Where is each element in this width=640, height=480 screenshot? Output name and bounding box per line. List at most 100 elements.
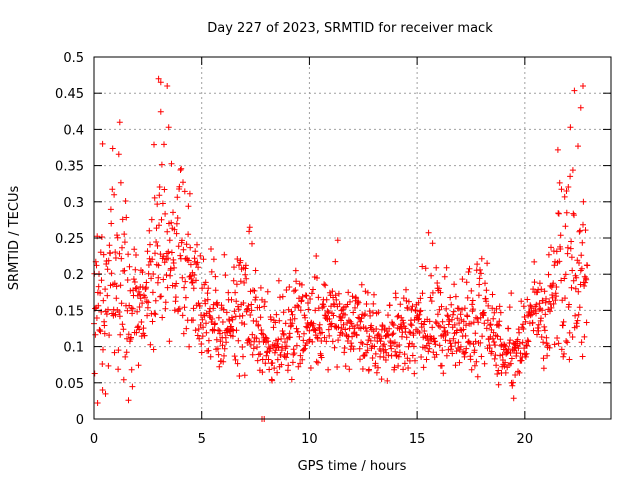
data-point <box>441 273 448 280</box>
data-point <box>389 331 396 338</box>
data-point <box>466 340 473 347</box>
data-point <box>506 304 513 311</box>
data-point <box>553 248 560 255</box>
data-point <box>555 210 562 217</box>
data-point <box>573 323 580 330</box>
data-point <box>161 259 168 266</box>
data-point <box>429 324 436 331</box>
data-point <box>113 283 120 290</box>
data-point <box>116 250 123 257</box>
data-point <box>175 306 182 313</box>
data-point <box>250 345 257 352</box>
data-point <box>558 277 565 284</box>
data-point <box>95 302 102 309</box>
data-point <box>477 266 483 273</box>
data-point <box>265 356 272 363</box>
data-point <box>384 377 391 384</box>
data-point <box>406 357 413 364</box>
data-point <box>533 310 539 317</box>
data-point <box>202 279 209 286</box>
data-point <box>566 329 573 336</box>
data-point <box>486 345 493 351</box>
data-point <box>150 346 157 353</box>
data-point <box>574 317 581 324</box>
data-point <box>111 191 118 198</box>
data-point <box>361 312 367 319</box>
data-point <box>445 313 451 320</box>
data-point <box>159 200 166 207</box>
data-point <box>402 325 409 332</box>
data-point <box>447 346 454 353</box>
data-point <box>171 264 178 271</box>
data-point <box>575 143 581 150</box>
data-point <box>98 234 105 240</box>
data-point <box>468 287 475 294</box>
data-point <box>176 183 183 190</box>
x-tick-label: 5 <box>198 432 206 447</box>
data-point <box>146 255 153 262</box>
data-point <box>187 261 194 268</box>
data-point <box>111 349 118 356</box>
data-point <box>278 335 285 342</box>
data-point <box>364 341 371 348</box>
data-point <box>531 279 538 286</box>
data-point <box>562 223 569 230</box>
data-point <box>527 312 534 319</box>
data-point <box>202 300 209 307</box>
data-point <box>288 376 295 383</box>
data-point <box>362 311 369 318</box>
data-point <box>326 332 333 339</box>
data-point <box>405 365 412 371</box>
data-point <box>476 281 483 288</box>
data-point <box>242 262 249 269</box>
x-tick-label: 15 <box>409 432 426 447</box>
data-point <box>253 318 260 325</box>
data-point <box>489 335 496 342</box>
data-point <box>128 334 134 341</box>
data-point <box>340 321 347 328</box>
data-point <box>514 336 521 343</box>
data-point <box>496 303 503 310</box>
data-point <box>429 240 436 247</box>
data-point <box>381 341 388 348</box>
data-point <box>206 312 213 319</box>
data-point <box>298 281 305 288</box>
data-point <box>179 312 186 319</box>
data-point <box>563 338 570 344</box>
data-point <box>234 360 241 367</box>
data-point <box>117 331 124 338</box>
data-point <box>165 124 172 131</box>
data-point <box>168 249 175 256</box>
data-point <box>455 305 462 312</box>
data-point <box>474 315 481 322</box>
data-point <box>524 342 530 349</box>
data-point <box>463 279 470 286</box>
data-point <box>432 319 439 325</box>
data-point <box>401 360 408 367</box>
data-point <box>475 319 482 326</box>
data-point <box>496 318 503 325</box>
data-point <box>115 347 122 354</box>
data-point <box>302 292 309 299</box>
data-point <box>104 292 111 299</box>
data-point <box>582 279 589 286</box>
data-point <box>406 329 413 335</box>
data-point <box>321 281 328 288</box>
data-point <box>200 324 207 331</box>
data-point <box>338 325 345 332</box>
data-point <box>155 262 162 269</box>
data-point <box>180 179 186 186</box>
data-point <box>534 331 540 338</box>
data-point <box>422 265 429 272</box>
data-point <box>474 261 481 268</box>
data-point <box>231 353 238 360</box>
data-point <box>133 252 139 258</box>
data-point <box>274 340 281 347</box>
data-point <box>194 332 201 339</box>
data-point <box>560 353 567 360</box>
data-point <box>540 365 547 372</box>
data-point <box>213 300 220 307</box>
data-point <box>144 304 151 311</box>
data-point <box>553 284 560 290</box>
data-point <box>565 184 572 190</box>
